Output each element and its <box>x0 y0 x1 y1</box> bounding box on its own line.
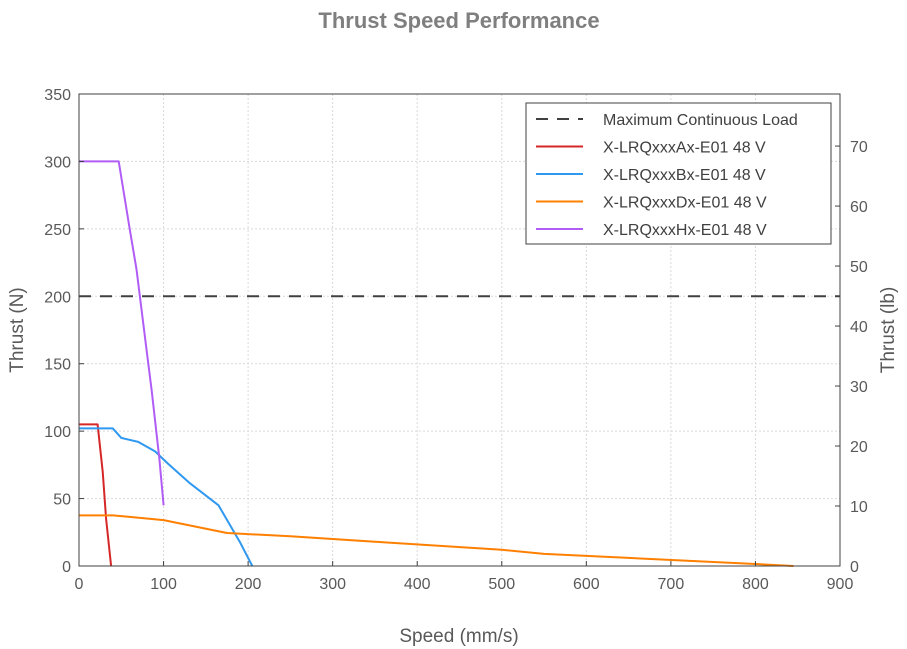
series-line-4 <box>79 160 165 506</box>
plot-frame <box>78 93 841 567</box>
y-tick-label: 200 <box>44 289 71 306</box>
y-tick-label: 350 <box>44 87 71 104</box>
x-tick-label: 100 <box>150 576 177 593</box>
x-tick-label: 800 <box>742 576 769 593</box>
legend: Maximum Continuous Load X-LRQxxxAx-E01 48… <box>525 102 832 245</box>
y-tick-label: 150 <box>44 357 71 374</box>
x-tick-label: 700 <box>658 576 685 593</box>
y-axis-label: Thrust (N) <box>7 287 28 373</box>
y2-tick-label: 30 <box>850 379 868 396</box>
legend-label: X-LRQxxxAx-E01 48 V <box>603 140 766 157</box>
series-line-2 <box>79 427 254 567</box>
y2-tick-label: 60 <box>850 199 868 216</box>
y-tick-label: 0 <box>62 559 71 576</box>
y-tick-label: 100 <box>44 424 71 441</box>
axis-ticks: 0 100 200 300 400 500 600 700 800 900050100150200… <box>44 87 868 593</box>
y2-tick-label: 10 <box>850 499 868 516</box>
chart-title: Thrust Speed Performance <box>318 8 599 33</box>
x-tick-label: 200 <box>235 576 262 593</box>
y2-tick-label: 40 <box>850 319 868 336</box>
y-tick-label: 250 <box>44 222 71 239</box>
series-line-3 <box>79 514 794 567</box>
x-tick-label: 900 <box>827 576 854 593</box>
y-tick-label: 300 <box>44 154 71 171</box>
series-layer <box>79 160 794 567</box>
x-tick-label: 300 <box>319 576 346 593</box>
legend-label: X-LRQxxxDx-E01 48 V <box>603 195 767 212</box>
legend-label: X-LRQxxxBx-E01 48 V <box>603 167 766 184</box>
y2-tick-label: 50 <box>850 259 868 276</box>
y2-tick-label: 20 <box>850 439 868 456</box>
x-tick-label: 600 <box>573 576 600 593</box>
legend-label: Maximum Continuous Load <box>603 112 798 129</box>
x-tick-label: 500 <box>488 576 515 593</box>
legend-label: X-LRQxxxHx-E01 48 V <box>603 222 767 239</box>
x-axis-label: Speed (mm/s) <box>399 626 518 647</box>
y-tick-label: 50 <box>53 492 71 509</box>
x-tick-label: 400 <box>404 576 431 593</box>
series-line-1 <box>79 423 113 567</box>
x-tick-label: 0 <box>75 576 84 593</box>
y2-tick-label: 0 <box>850 559 859 576</box>
y2-axis-label: Thrust (lb) <box>878 287 899 374</box>
y2-tick-label: 70 <box>850 139 868 156</box>
